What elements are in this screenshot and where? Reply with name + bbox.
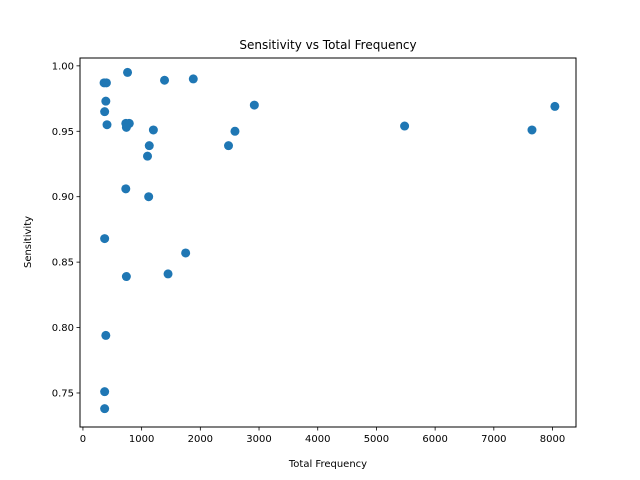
data-point (143, 151, 153, 161)
x-axis-label: Total Frequency (288, 459, 367, 470)
x-tick-label: 2000 (188, 434, 213, 445)
chart-title: Sensitivity vs Total Frequency (239, 38, 416, 52)
y-axis: 0.75 0.80 0.85 0.90 0.95 1.00 (52, 61, 80, 399)
data-point (400, 121, 410, 131)
data-point (101, 96, 111, 106)
data-point (230, 126, 240, 136)
data-point (163, 269, 173, 279)
data-point (100, 404, 110, 414)
data-point (121, 184, 131, 194)
x-tick-label: 3000 (246, 434, 271, 445)
data-point (144, 192, 154, 202)
x-tick-label: 6000 (422, 434, 447, 445)
data-point (102, 120, 112, 130)
data-point (160, 75, 170, 85)
data-point (100, 107, 110, 117)
data-point (101, 330, 111, 340)
x-tick-label: 8000 (540, 434, 565, 445)
data-point (121, 272, 131, 282)
x-axis: 0 1000 2000 3000 4000 5000 6000 7000 8000 (80, 427, 565, 445)
data-point (101, 78, 111, 88)
data-point (123, 67, 133, 77)
x-tick-label: 4000 (305, 434, 330, 445)
y-tick-label: 0.80 (52, 323, 74, 334)
y-tick-label: 1.00 (52, 61, 74, 72)
y-tick-label: 0.85 (52, 258, 74, 269)
data-point (224, 141, 234, 151)
data-point (181, 248, 191, 258)
y-axis-label: Sensitivity (23, 216, 34, 268)
data-points (99, 67, 560, 414)
x-tick-label: 7000 (481, 434, 506, 445)
data-point (100, 387, 110, 397)
data-point (144, 141, 154, 151)
x-tick-label: 1000 (129, 434, 154, 445)
plot-frame (79, 57, 577, 428)
data-point (550, 101, 560, 111)
data-point (148, 125, 158, 135)
data-point (121, 122, 131, 132)
data-point (249, 100, 259, 110)
y-tick-label: 0.75 (52, 388, 74, 399)
data-point (188, 74, 198, 84)
data-point (100, 234, 110, 244)
y-tick-label: 0.95 (52, 127, 74, 138)
data-point (527, 125, 537, 135)
y-tick-label: 0.90 (52, 192, 74, 203)
x-tick-label: 0 (80, 434, 86, 445)
x-tick-label: 5000 (364, 434, 389, 445)
